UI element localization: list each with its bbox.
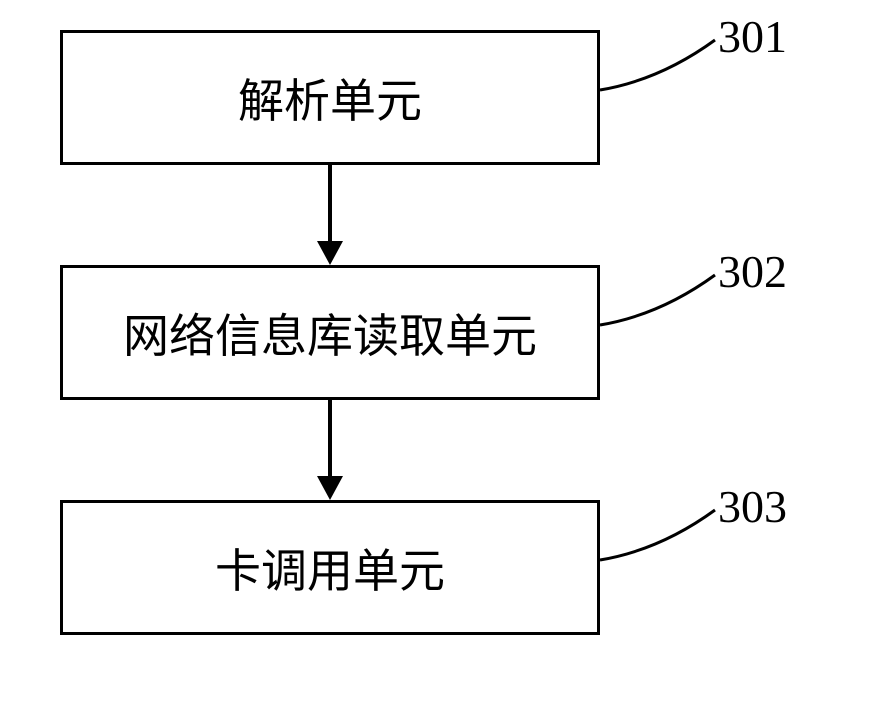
ref-label-303: 303 [718, 480, 787, 533]
diagram-canvas: 解析单元 301 网络信息库读取单元 302 卡调用单元 303 [0, 0, 882, 707]
leader-line-303 [0, 0, 882, 707]
